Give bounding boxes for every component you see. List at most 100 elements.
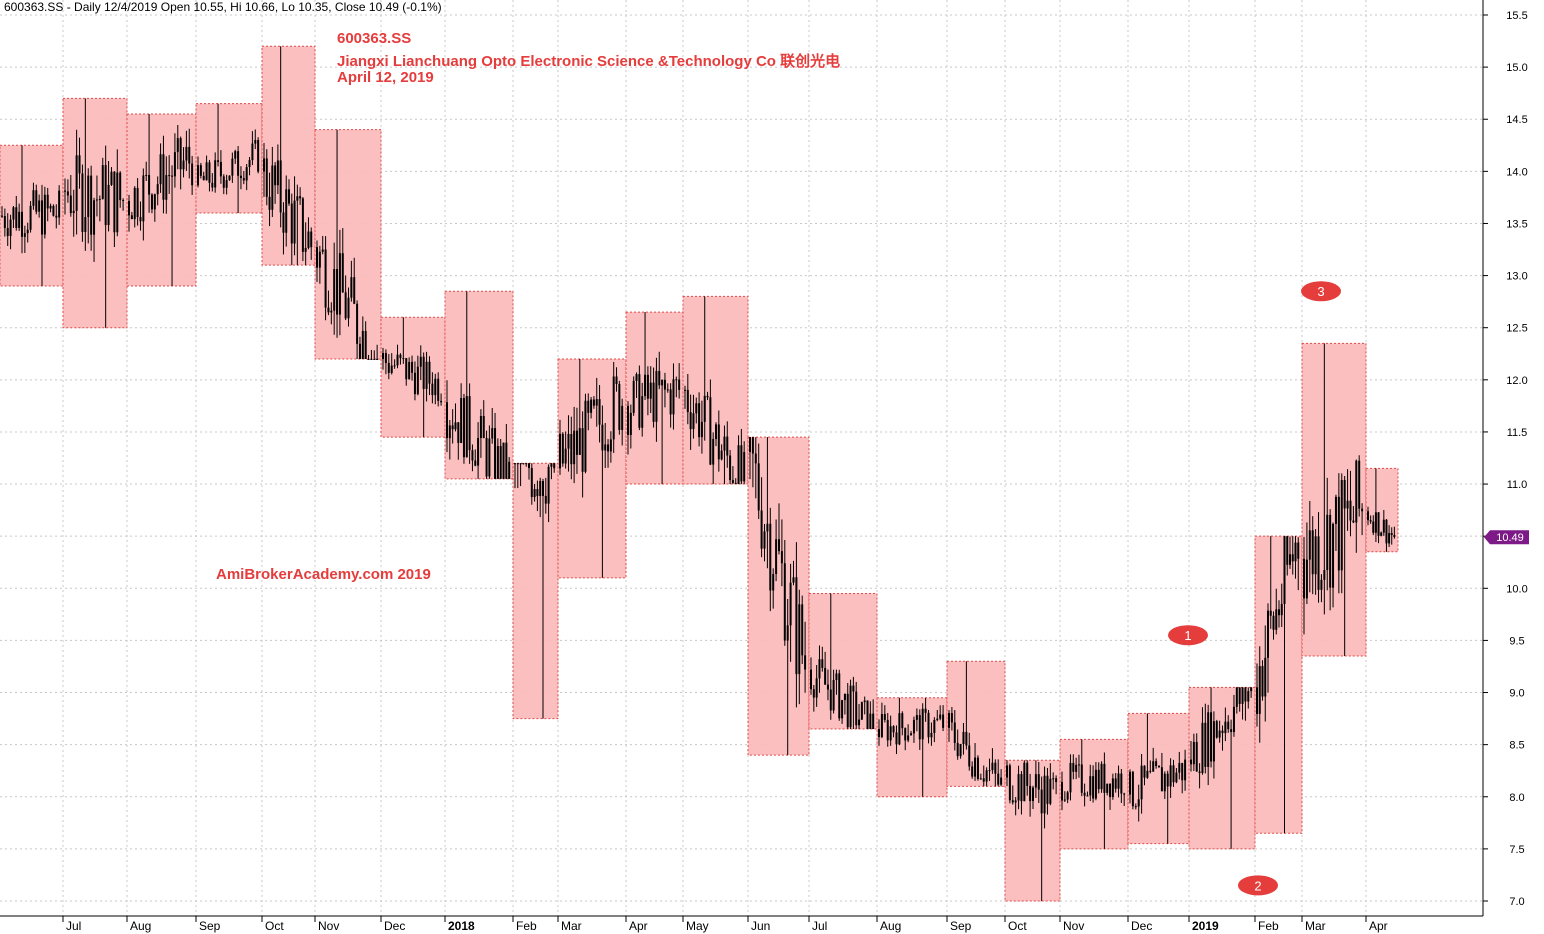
candle-body bbox=[330, 310, 333, 313]
candle-body bbox=[78, 155, 81, 174]
candle-body bbox=[219, 161, 222, 177]
candle-body bbox=[720, 450, 723, 460]
candle-body bbox=[734, 482, 737, 485]
candle-body bbox=[393, 365, 396, 367]
candle-body bbox=[795, 577, 798, 675]
candle-body bbox=[29, 205, 32, 230]
candle-body bbox=[1063, 799, 1066, 801]
candle-body bbox=[405, 358, 408, 380]
candle-body bbox=[6, 228, 9, 237]
candle-body bbox=[358, 343, 361, 359]
candle-body bbox=[225, 180, 228, 188]
candle-body bbox=[1232, 706, 1235, 733]
candle-body bbox=[145, 174, 148, 176]
y-tick-label: 14.0 bbox=[1506, 166, 1527, 178]
candle-body bbox=[347, 297, 350, 319]
candle-body bbox=[98, 198, 101, 200]
candle-body bbox=[567, 433, 570, 449]
candle-body bbox=[522, 463, 525, 465]
candle-body bbox=[217, 160, 220, 162]
candle-body bbox=[866, 700, 869, 730]
candle-body bbox=[93, 200, 96, 235]
candle-body bbox=[338, 253, 341, 315]
candle-body bbox=[1346, 500, 1349, 509]
candle-body bbox=[766, 523, 769, 532]
candle-body bbox=[649, 382, 652, 399]
y-tick-label: 13.5 bbox=[1506, 218, 1527, 230]
candle-body bbox=[1241, 687, 1244, 704]
candle-body bbox=[142, 175, 145, 222]
candle-body bbox=[1256, 687, 1258, 714]
y-tick-label: 10.0 bbox=[1506, 583, 1527, 595]
candle-body bbox=[627, 405, 629, 435]
candle-body bbox=[202, 175, 205, 181]
candle-body bbox=[1114, 778, 1117, 789]
candle-body bbox=[301, 198, 304, 252]
x-tick-label: Jun bbox=[751, 919, 770, 933]
candle-body bbox=[1275, 609, 1278, 630]
candle-body bbox=[1083, 792, 1086, 796]
candle-body bbox=[924, 708, 927, 713]
candle-body bbox=[231, 158, 234, 176]
candle-body bbox=[66, 191, 69, 196]
candle-body bbox=[95, 199, 98, 201]
candle-body bbox=[1017, 774, 1020, 801]
candle-body bbox=[327, 307, 330, 313]
candle-body bbox=[575, 430, 578, 455]
candle-body bbox=[38, 200, 41, 212]
candle-body bbox=[41, 200, 43, 235]
candle-body bbox=[912, 719, 915, 734]
candle-body bbox=[353, 277, 356, 304]
y-tick-label: 8.5 bbox=[1509, 740, 1524, 752]
candle-body bbox=[1140, 765, 1143, 800]
candle-body bbox=[1075, 764, 1078, 772]
candle-body bbox=[350, 277, 353, 298]
candle-body bbox=[751, 437, 754, 454]
candle-body bbox=[119, 172, 122, 201]
candle-body bbox=[370, 358, 373, 360]
candle-body bbox=[26, 229, 29, 234]
candle-body bbox=[1043, 775, 1046, 814]
candle-body bbox=[268, 196, 271, 210]
candle-body bbox=[737, 445, 740, 485]
candle-body bbox=[1308, 530, 1311, 560]
candle-body bbox=[1267, 610, 1269, 658]
chart-symbol: 600363.SS bbox=[337, 30, 412, 47]
annotation-markers: 1 2 3 bbox=[1168, 281, 1341, 896]
candle-body bbox=[778, 539, 780, 552]
candle-body bbox=[1343, 480, 1346, 509]
candle-body bbox=[228, 175, 231, 181]
candle-body bbox=[1077, 764, 1080, 766]
candle-body bbox=[1372, 521, 1375, 533]
candle-body bbox=[43, 194, 46, 235]
candle-body bbox=[760, 510, 763, 549]
candle-body bbox=[956, 742, 959, 757]
candle-body bbox=[1204, 722, 1207, 767]
candle-body bbox=[508, 461, 511, 479]
annotation-marker bbox=[1168, 625, 1208, 646]
candle-body bbox=[663, 379, 666, 390]
candle-body bbox=[288, 189, 290, 204]
candle-body bbox=[910, 733, 913, 736]
candle-body bbox=[542, 480, 544, 496]
candle-body bbox=[1137, 799, 1140, 807]
candle-body bbox=[936, 718, 939, 720]
candle-body bbox=[689, 412, 692, 430]
candle-body bbox=[883, 714, 886, 720]
candle-body bbox=[1008, 765, 1011, 801]
candle-body bbox=[321, 249, 324, 252]
candle-body bbox=[672, 379, 675, 415]
x-tick-label: Nov bbox=[318, 919, 339, 933]
candle-body bbox=[1212, 721, 1215, 762]
month-range-box bbox=[682, 295, 749, 485]
candle-body bbox=[818, 659, 821, 679]
candle-body bbox=[324, 249, 327, 308]
candle-body bbox=[431, 383, 434, 396]
candle-body bbox=[425, 361, 428, 389]
candle-body bbox=[248, 160, 251, 168]
candle-body bbox=[23, 233, 26, 237]
candle-body bbox=[318, 251, 321, 268]
candle-body bbox=[775, 539, 778, 574]
candle-body bbox=[1377, 512, 1380, 536]
candle-body bbox=[165, 175, 168, 200]
